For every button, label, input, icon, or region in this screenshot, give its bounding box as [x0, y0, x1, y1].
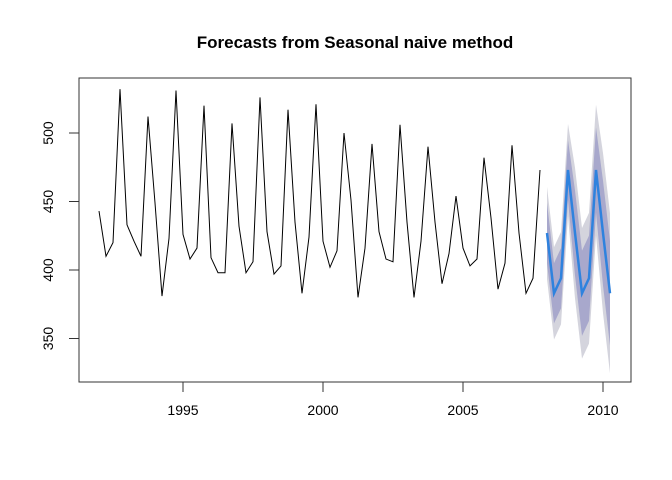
forecast-series-line: [545, 169, 612, 298]
x-tick-label: 2010: [587, 402, 618, 418]
series-lines: [98, 89, 612, 298]
x-axis: 1995 2000 2005 2010: [167, 381, 619, 418]
observed-series-line: [98, 89, 541, 298]
y-tick-label: 450: [40, 190, 56, 214]
x-tick-label: 2005: [447, 402, 478, 418]
y-tick-label: 400: [40, 258, 56, 282]
prediction-intervals: [547, 104, 610, 374]
y-tick-label: 350: [40, 327, 56, 351]
y-axis: 350 400 450 500: [40, 121, 80, 351]
x-tick-label: 1995: [167, 402, 198, 418]
chart-title: Forecasts from Seasonal naive method: [197, 33, 514, 52]
x-tick-label: 2000: [307, 402, 338, 418]
y-tick-label: 500: [40, 121, 56, 145]
